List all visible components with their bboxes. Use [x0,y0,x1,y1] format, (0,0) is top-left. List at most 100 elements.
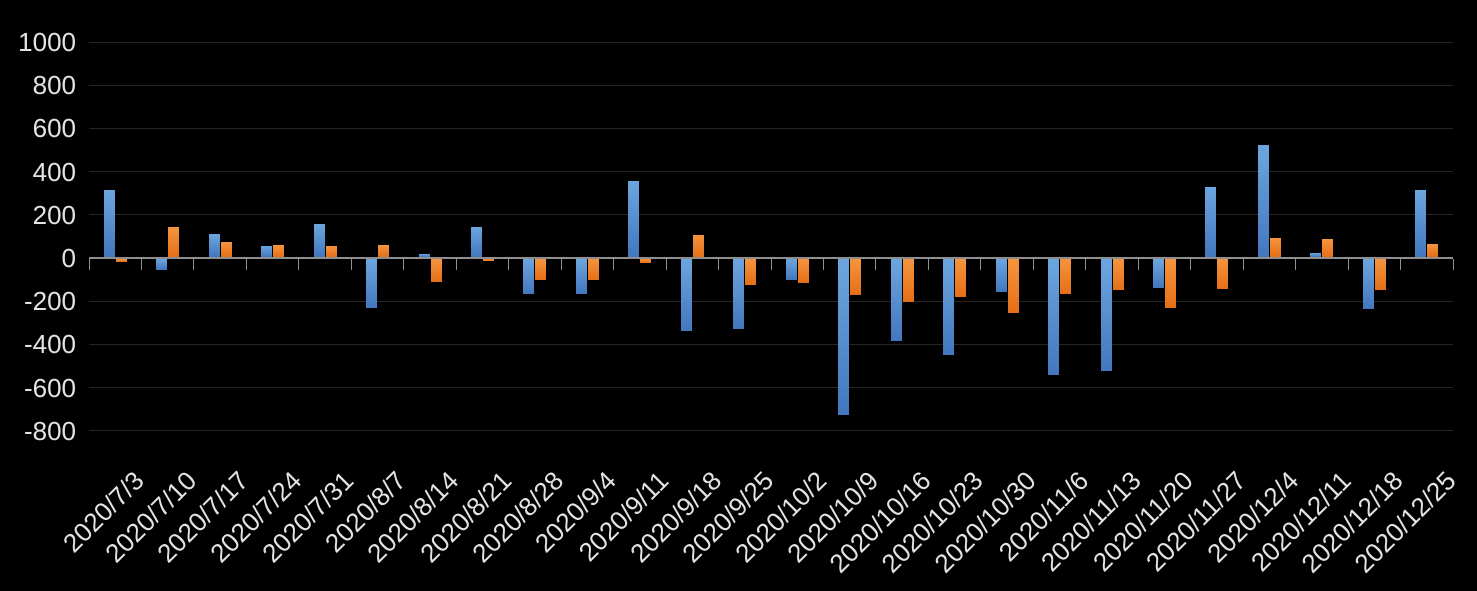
bar-blue-2020/10/2 [785,259,797,280]
bar-blue-2020/12/4 [1257,144,1269,257]
x-axis-tick [927,259,929,270]
x-axis-tick [1190,259,1192,270]
bar-orange-2020/7/10 [168,226,180,257]
bar-orange-2020/11/27 [1217,259,1229,290]
bar-orange-2020/12/4 [1269,237,1281,257]
bar-blue-2020/11/6 [1048,259,1060,375]
x-axis-tick [455,259,457,270]
y-axis-tick-label: 200 [32,199,76,230]
bar-blue-2020/11/13 [1100,259,1112,372]
x-axis-tick [560,259,562,270]
y-axis-tick-label: -800 [23,415,76,446]
bar-blue-2020/10/30 [995,259,1007,293]
x-axis-tick [140,259,142,270]
bar-orange-2020/11/20 [1164,259,1176,308]
bar-orange-2020/10/23 [955,259,967,297]
bar-orange-2020/8/14 [430,259,442,282]
x-axis-tick [1137,259,1139,270]
x-axis-tick [822,259,824,270]
bar-orange-2020/9/18 [692,235,704,257]
bar-orange-2020/7/24 [273,245,285,257]
bar-blue-2020/7/31 [313,223,325,257]
x-axis-tick [770,259,772,270]
x-axis-tick [875,259,877,270]
bar-blue-2020/8/21 [470,226,482,257]
bar-orange-2020/10/16 [902,259,914,303]
bar-blue-2020/10/9 [838,259,850,415]
x-axis-tick [245,259,247,270]
y-gridline [89,41,1453,43]
bar-blue-2020/7/10 [156,259,168,270]
x-axis-tick [508,259,510,270]
x-axis-tick [1400,259,1402,270]
bar-blue-2020/7/24 [261,246,273,257]
bar-blue-2020/10/23 [943,259,955,356]
bar-orange-2020/8/7 [378,245,390,257]
bar-orange-2020/10/30 [1007,259,1019,313]
x-axis-tick [1452,259,1454,270]
y-gridline [89,171,1453,173]
bar-orange-2020/12/18 [1374,259,1386,291]
bar-blue-2020/10/16 [890,259,902,342]
x-axis-tick [1085,259,1087,270]
x-axis-line [89,257,1453,259]
bar-blue-2020/8/14 [418,253,430,257]
bar-blue-2020/9/11 [628,181,640,257]
bar-blue-2020/7/3 [103,190,115,257]
bar-orange-2020/11/6 [1060,259,1072,294]
y-gridline [89,84,1453,86]
bar-blue-2020/12/25 [1415,190,1427,257]
bar-orange-2020/10/2 [797,259,809,283]
bar-blue-2020/9/25 [733,259,745,330]
x-axis-tick [88,259,90,270]
bar-blue-2020/11/20 [1152,259,1164,289]
y-axis-tick-label: -200 [23,286,76,317]
bar-blue-2020/12/18 [1362,259,1374,309]
bar-orange-2020/9/11 [640,259,652,264]
bar-blue-2020/12/11 [1310,252,1322,257]
y-gridline [89,430,1453,432]
y-axis-tick-label: -600 [23,372,76,403]
x-axis-tick [193,259,195,270]
bar-orange-2020/10/9 [850,259,862,295]
bar-orange-2020/9/4 [587,259,599,280]
x-axis-tick [1347,259,1349,270]
y-gridline [89,387,1453,389]
bar-orange-2020/7/31 [325,246,337,257]
bar-orange-2020/8/28 [535,259,547,280]
bar-orange-2020/7/17 [220,241,232,257]
y-axis-tick-label: -400 [23,329,76,360]
x-axis-tick [350,259,352,270]
bar-orange-2020/12/11 [1322,238,1334,257]
bar-orange-2020/12/25 [1427,244,1439,257]
x-axis-tick [665,259,667,270]
bar-orange-2020/8/21 [482,259,494,262]
x-axis-tick [980,259,982,270]
x-axis-tick [298,259,300,270]
y-axis-tick-label: 1000 [18,27,76,57]
y-gridline [89,127,1453,129]
x-axis-tick [403,259,405,270]
y-gridline [89,214,1453,216]
bar-blue-2020/11/27 [1205,186,1217,257]
bar-blue-2020/9/4 [575,259,587,294]
x-axis-tick [1242,259,1244,270]
x-axis-tick [718,259,720,270]
bar-blue-2020/7/17 [208,234,220,257]
bar-blue-2020/9/18 [680,259,692,332]
bar-blue-2020/8/28 [523,259,535,294]
bar-blue-2020/8/7 [366,259,378,308]
bar-orange-2020/9/25 [745,259,757,285]
x-axis-tick [1295,259,1297,270]
y-axis-tick-label: 0 [61,243,76,273]
y-axis-tick-label: 800 [32,70,76,101]
y-gridline [89,343,1453,345]
y-axis-tick-label: 400 [32,156,76,187]
y-axis-tick-label: 600 [32,113,76,144]
bar-orange-2020/7/3 [115,259,127,263]
bar-orange-2020/11/13 [1112,259,1124,291]
y-gridline [89,300,1453,302]
x-axis-tick [1032,259,1034,270]
x-axis-tick [613,259,615,270]
